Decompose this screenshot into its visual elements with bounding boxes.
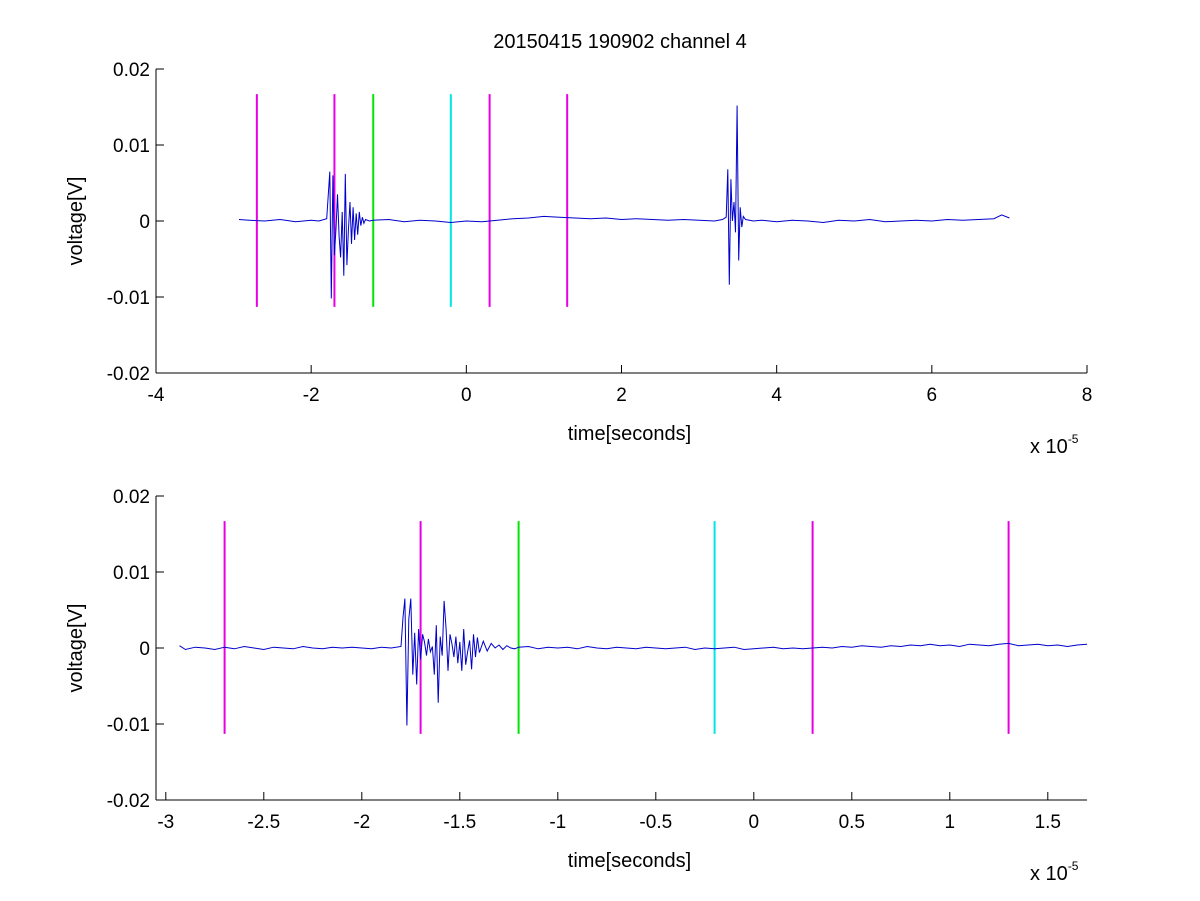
x-tick-label: 1.5 <box>1035 812 1061 833</box>
x-tick-label: 0 <box>461 385 472 406</box>
y-tick-label: 0 <box>139 639 150 660</box>
y-tick-label: 0.02 <box>113 487 150 508</box>
x-tick-label: 4 <box>771 385 782 406</box>
x-tick-label: -2 <box>303 385 320 406</box>
x-exponent-base: x 10 <box>1030 436 1068 458</box>
x-exponent-base: x 10 <box>1030 863 1068 885</box>
signal-line <box>179 598 1088 726</box>
x-exponent-label: x 10-5 <box>1030 432 1079 458</box>
x-tick-label: -4 <box>148 385 165 406</box>
x-tick-label: 8 <box>1082 385 1093 406</box>
x-tick-label: -2 <box>353 812 370 833</box>
y-tick-label: -0.02 <box>107 364 150 385</box>
figure-title: 20150415 190902 channel 4 <box>493 31 747 53</box>
y-tick-label: 0.02 <box>113 60 150 81</box>
top-plot: -4 -2 0 2 4 6 8 0.02 0.01 0 -0.01 -0.02 time[seconds… <box>65 60 1092 458</box>
x-tick-label: -3 <box>157 812 174 833</box>
y-tick-label: 0.01 <box>113 563 150 584</box>
bottom-plot: -3 -2.5 -2 -1.5 -1 -0.5 0 0.5 1 1.5 0.02 0.01 0 -0.01… <box>65 487 1088 885</box>
x-tick-label: 2 <box>616 385 627 406</box>
x-exponent-power: -5 <box>1068 432 1079 446</box>
signal-line <box>238 105 1010 299</box>
x-tick-label: -1.5 <box>443 812 476 833</box>
x-exponent-power: -5 <box>1068 859 1079 873</box>
x-tick-label: 1 <box>945 812 956 833</box>
x-exponent-label: x 10-5 <box>1030 859 1079 885</box>
x-tick-label: -1 <box>549 812 566 833</box>
x-tick-label: 6 <box>927 385 938 406</box>
x-axis-label: time[seconds] <box>568 423 691 445</box>
y-tick-label: 0.01 <box>113 136 150 157</box>
x-tick-label: 0 <box>749 812 760 833</box>
x-tick-label: 0.5 <box>839 812 865 833</box>
y-tick-label: 0 <box>139 212 150 233</box>
x-axis-label: time[seconds] <box>568 850 691 872</box>
x-tick-label: -0.5 <box>639 812 672 833</box>
y-tick-label: -0.01 <box>107 288 150 309</box>
y-tick-label: -0.01 <box>107 715 150 736</box>
y-tick-label: -0.02 <box>107 791 150 812</box>
x-tick-label: -2.5 <box>247 812 280 833</box>
y-axis-label: voltage[V] <box>65 177 87 266</box>
y-axis-label: voltage[V] <box>65 604 87 693</box>
